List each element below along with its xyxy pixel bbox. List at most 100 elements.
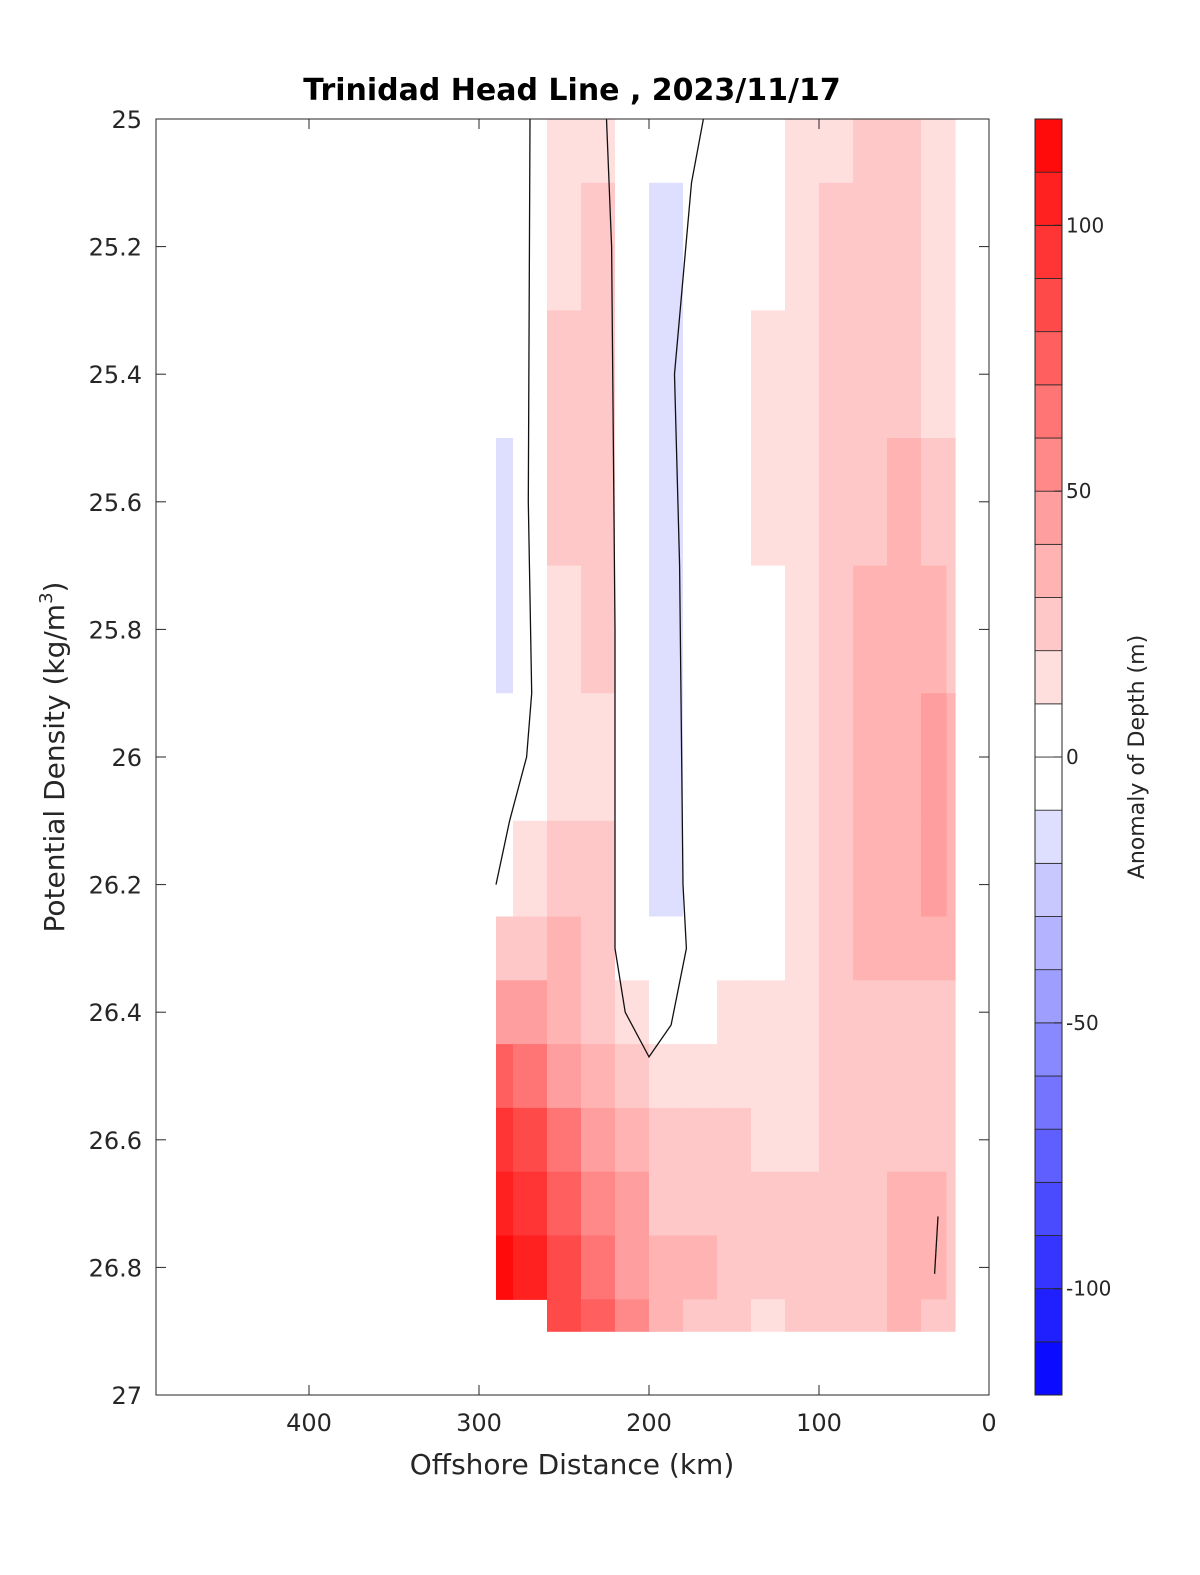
heatmap-cell xyxy=(819,310,854,439)
heatmap-cells xyxy=(496,119,956,1332)
heatmap-cell xyxy=(683,693,718,822)
heatmap-cell xyxy=(921,438,948,567)
heatmap-cell xyxy=(921,916,948,981)
heatmap-cell xyxy=(819,980,854,1045)
heatmap-cell xyxy=(751,693,786,822)
heatmap-cell xyxy=(615,1107,650,1173)
heatmap-cell xyxy=(717,980,752,1045)
heatmap-cell xyxy=(513,1107,548,1173)
heatmap-cell xyxy=(751,820,786,918)
heatmap-cell xyxy=(683,1235,718,1300)
heatmap-cell xyxy=(496,693,514,822)
colorbar-band xyxy=(1034,809,1063,864)
heatmap-cell xyxy=(547,1171,582,1237)
heatmap-cell xyxy=(785,1171,820,1237)
heatmap-cell xyxy=(946,1171,956,1237)
heatmap-cell xyxy=(819,1171,854,1237)
heatmap-cell xyxy=(887,119,922,184)
heatmap-cell xyxy=(547,565,582,694)
heatmap-cell xyxy=(887,1107,922,1173)
heatmap-cell xyxy=(547,1044,582,1109)
heatmap-cell xyxy=(819,916,854,981)
heatmap-cell xyxy=(547,693,582,822)
x-tick-label: 100 xyxy=(796,1409,842,1437)
heatmap-cell xyxy=(751,438,786,567)
heatmap-cell xyxy=(853,565,888,694)
heatmap-cell xyxy=(853,310,888,439)
colorbar-band xyxy=(1034,1341,1063,1396)
heatmap-cell xyxy=(946,182,956,311)
colorbar: 100 50 0 -50 -100 Anomaly of Depth (m) xyxy=(1034,118,1150,1396)
heatmap-cell xyxy=(921,820,948,918)
x-tick-label: 0 xyxy=(981,1409,996,1437)
heatmap-cell xyxy=(785,820,820,918)
heatmap-cell xyxy=(717,182,752,311)
heatmap-cell xyxy=(887,310,922,439)
colorbar-tick-label: -50 xyxy=(1066,1011,1099,1035)
y-tick-label: 25.2 xyxy=(89,234,142,262)
heatmap-cell xyxy=(717,1044,752,1109)
colorbar-tick-label: 50 xyxy=(1066,479,1091,503)
heatmap-cell xyxy=(921,1171,948,1237)
heatmap-cell xyxy=(751,119,786,184)
heatmap-cell xyxy=(751,1044,786,1109)
heatmap-cell xyxy=(785,565,820,694)
heatmap-cell xyxy=(946,820,956,918)
heatmap-cell xyxy=(819,693,854,822)
colorbar-band xyxy=(1034,597,1063,652)
heatmap-cell xyxy=(751,916,786,981)
heatmap-cell xyxy=(819,438,854,567)
heatmap-cell xyxy=(547,980,582,1045)
colorbar-band xyxy=(1034,224,1063,279)
heatmap-cell xyxy=(649,693,684,822)
y-tick-label: 26 xyxy=(111,744,142,772)
heatmap-cell xyxy=(717,1235,752,1300)
heatmap-cell xyxy=(496,916,514,981)
y-tick-label: 26.2 xyxy=(89,872,142,900)
heatmap-cell xyxy=(887,820,922,918)
colorbar-tick-label: -100 xyxy=(1066,1277,1111,1301)
colorbar-band xyxy=(1034,384,1063,439)
heatmap-cell xyxy=(649,1171,684,1237)
heatmap-cell xyxy=(853,119,888,184)
heatmap-cell xyxy=(887,1299,922,1332)
heatmap-cell xyxy=(887,980,922,1045)
colorbar-label: Anomaly of Depth (m) xyxy=(1125,635,1150,879)
x-tick-label: 300 xyxy=(456,1409,502,1437)
heatmap-cell xyxy=(819,119,854,184)
heatmap-cell xyxy=(717,1299,752,1332)
heatmap-cell xyxy=(649,820,684,918)
heatmap-cell xyxy=(581,438,616,567)
colorbar-band xyxy=(1034,331,1063,386)
heatmap-cell xyxy=(819,182,854,311)
heatmap-cell xyxy=(547,438,582,567)
heatmap-cell xyxy=(717,820,752,918)
heatmap-cell xyxy=(547,1107,582,1173)
heatmap-cell xyxy=(717,310,752,439)
heatmap-cell xyxy=(853,980,888,1045)
heatmap-cell xyxy=(946,1299,956,1332)
heatmap-cell xyxy=(496,565,514,694)
heatmap-cell xyxy=(946,1107,956,1173)
heatmap-cell xyxy=(649,182,684,311)
heatmap-cell xyxy=(785,1044,820,1109)
heatmap-cell xyxy=(496,820,514,918)
colorbar-band xyxy=(1034,543,1063,598)
colorbar-band xyxy=(1034,756,1063,811)
heatmap-cell xyxy=(683,310,718,439)
heatmap-cell xyxy=(615,310,650,439)
y-axis-ticks: 25 25.2 25.4 25.6 25.8 26 26.2 26.4 26.6 26.8 27 xyxy=(89,106,989,1410)
colorbar-band xyxy=(1034,969,1063,1024)
colorbar-bands xyxy=(1034,118,1063,1396)
heatmap-cell xyxy=(853,1299,888,1332)
heatmap-cell xyxy=(496,980,514,1045)
heatmap-cell xyxy=(819,820,854,918)
zero-contours xyxy=(495,119,939,1274)
heatmap-cell xyxy=(819,1235,854,1300)
heatmap-cell xyxy=(946,693,956,822)
heatmap-cell xyxy=(683,182,718,311)
colorbar-tick-label: 0 xyxy=(1066,745,1079,769)
heatmap-cell xyxy=(683,980,718,1045)
heatmap-cell xyxy=(615,916,650,981)
